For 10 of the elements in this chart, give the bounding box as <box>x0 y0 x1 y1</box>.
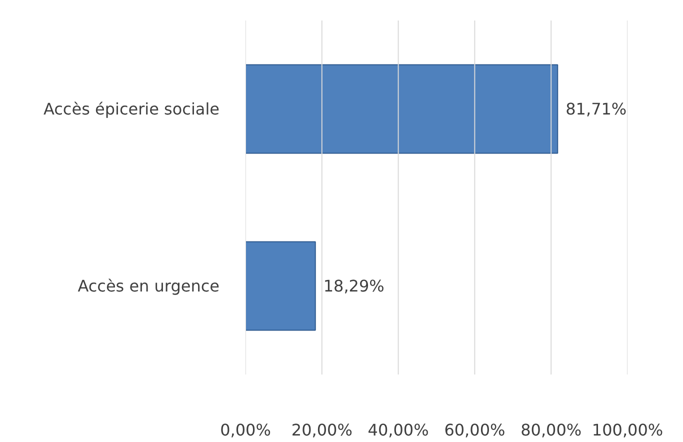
x-tick-label: 20,00% <box>291 420 352 440</box>
x-tick-label: 40,00% <box>368 420 429 440</box>
x-tick-label: 80,00% <box>520 420 582 440</box>
x-tick-label: 100,00% <box>592 420 664 440</box>
data-label: 81,71% <box>566 100 627 118</box>
data-label: 18,29% <box>323 276 384 296</box>
x-tick-label: 60,00% <box>444 420 506 440</box>
y-tick-label: Accès épicerie sociale <box>43 100 220 118</box>
y-tick-label: Accès en urgence <box>78 276 220 296</box>
x-tick-label: 0,00% <box>220 420 271 440</box>
